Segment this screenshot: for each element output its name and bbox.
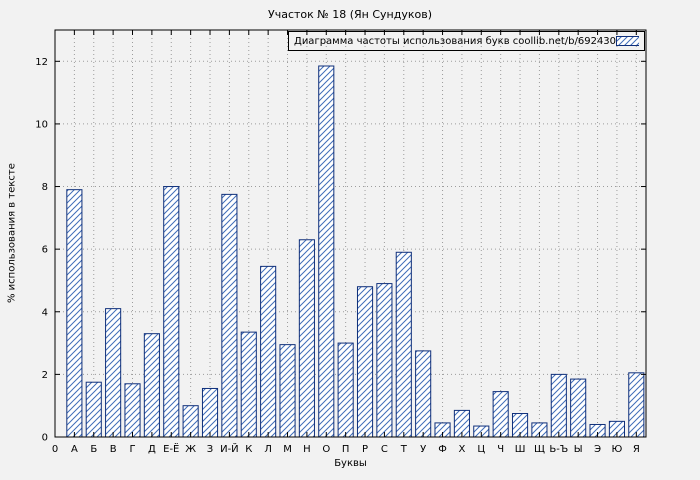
y-axis-label: % использования в тексте <box>6 163 18 304</box>
svg-text:0: 0 <box>52 444 58 455</box>
bar-У <box>415 350 432 438</box>
bar-З <box>201 387 219 438</box>
svg-text:Х: Х <box>458 444 465 455</box>
svg-text:Ж: Ж <box>185 444 196 455</box>
svg-text:Я: Я <box>633 444 640 455</box>
svg-text:С: С <box>381 444 388 455</box>
svg-text:Щ: Щ <box>534 444 545 455</box>
tick-marks <box>55 30 646 438</box>
bar-Б <box>85 381 102 438</box>
svg-text:Ш: Ш <box>515 444 526 455</box>
tick-labels: 0 2 4 6 8 10 12 0 А Б В Г Д Е-Ё Ж З И-Й К Л М Н О П Р С Т У Ф Х Ц Ч Ш Щ Ь… <box>35 57 640 455</box>
svg-text:Ь-Ъ: Ь-Ъ <box>549 444 568 455</box>
svg-text:Р: Р <box>362 444 368 455</box>
svg-text:З: З <box>207 444 213 455</box>
svg-text:Т: Т <box>400 444 408 455</box>
svg-text:П: П <box>342 444 350 455</box>
bar-К <box>240 331 257 438</box>
svg-text:Э: Э <box>594 444 601 455</box>
bar-В <box>105 308 122 438</box>
svg-text:Б: Б <box>90 444 97 455</box>
bar-Е-Ё <box>163 186 180 438</box>
bar-А <box>66 189 83 438</box>
bar-М <box>279 344 296 438</box>
svg-text:Ы: Ы <box>574 444 583 455</box>
bar-О <box>318 65 335 438</box>
svg-text:Ф: Ф <box>438 444 447 455</box>
svg-text:6: 6 <box>42 245 48 256</box>
bar-Д <box>143 333 160 438</box>
legend: Диаграмма частоты использования букв coo… <box>288 31 645 51</box>
svg-text:И-Й: И-Й <box>220 442 239 455</box>
legend-label: Диаграмма частоты использования букв coo… <box>294 35 617 47</box>
svg-text:Л: Л <box>264 444 272 455</box>
bar-С <box>376 283 393 438</box>
svg-text:А: А <box>71 444 78 455</box>
bar-Ь-Ъ <box>550 373 567 438</box>
svg-text:Ч: Ч <box>497 444 504 455</box>
chart-title: Участок № 18 (Ян Сундуков) <box>268 8 432 21</box>
svg-text:Н: Н <box>303 444 311 455</box>
svg-text:Г: Г <box>129 444 135 455</box>
svg-text:В: В <box>110 444 117 455</box>
legend-swatch-icon <box>616 36 639 46</box>
bar-П <box>337 342 354 438</box>
svg-text:О: О <box>322 444 330 455</box>
svg-text:Ц: Ц <box>477 444 485 455</box>
svg-text:Е-Ё: Е-Ё <box>163 442 179 455</box>
gridlines <box>55 30 646 437</box>
bar-Я <box>628 372 645 438</box>
svg-text:М: М <box>283 444 292 455</box>
svg-text:12: 12 <box>35 57 48 68</box>
bar-Т <box>395 251 412 438</box>
bars <box>66 65 645 438</box>
svg-text:У: У <box>420 444 426 455</box>
svg-text:0: 0 <box>42 433 48 444</box>
bar-Ы <box>570 378 587 438</box>
svg-text:4: 4 <box>42 307 48 318</box>
bar-Р <box>356 286 374 438</box>
bar-И-Й <box>221 193 238 438</box>
svg-text:Ю: Ю <box>612 444 623 455</box>
svg-text:Д: Д <box>148 444 156 455</box>
svg-text:К: К <box>245 444 252 455</box>
bar-Н <box>298 239 315 438</box>
plot-border <box>54 29 647 438</box>
svg-text:10: 10 <box>35 119 48 130</box>
svg-text:8: 8 <box>42 182 48 193</box>
bar-Ч <box>492 391 509 438</box>
bar-Л <box>260 265 277 438</box>
bar-Г <box>124 383 141 438</box>
svg-text:2: 2 <box>42 370 48 381</box>
x-axis-label: Буквы <box>334 458 367 469</box>
